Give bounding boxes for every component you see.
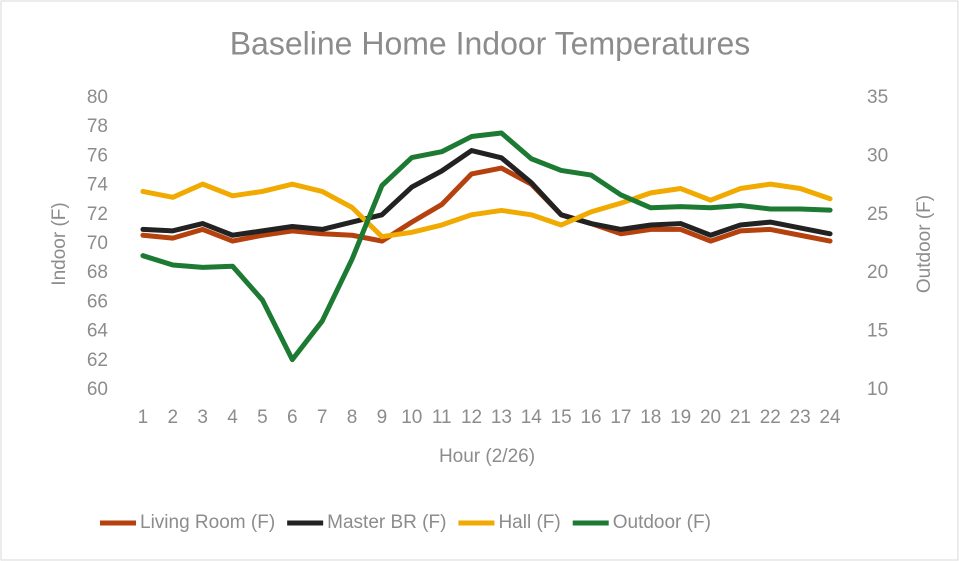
x-tick-label: 21 [730, 407, 751, 428]
y-tick-label: 74 [87, 175, 109, 196]
x-tick-label: 1 [138, 407, 149, 428]
x-tick-label: 22 [760, 407, 781, 428]
y2-axis-title: Outdoor (F) [914, 195, 935, 293]
series-line [140, 165, 833, 244]
legend-label: Living Room (F) [140, 512, 275, 533]
x-tick-label: 2 [168, 407, 179, 428]
x-tick-label: 13 [491, 407, 512, 428]
y-tick-label: 60 [87, 379, 108, 400]
legend-label: Hall (F) [498, 512, 560, 533]
x-tick-label: 4 [227, 407, 238, 428]
x-tick-label: 20 [700, 407, 721, 428]
y2-tick-label: 15 [867, 321, 888, 342]
y-tick-label: 78 [87, 116, 108, 137]
x-tick-label: 12 [461, 407, 482, 428]
y-axis-title: Indoor (F) [49, 202, 70, 285]
x-tick-label: 8 [347, 407, 358, 428]
x-axis-title: Hour (2/26) [439, 446, 535, 467]
x-tick-label: 5 [257, 407, 268, 428]
series-line [140, 181, 833, 240]
x-tick-label: 11 [432, 407, 452, 428]
series-line [140, 148, 833, 238]
x-tick-label: 6 [287, 407, 298, 428]
x-tick-label: 24 [819, 407, 841, 428]
y2-tick-label: 30 [867, 145, 888, 166]
y-tick-label: 68 [87, 262, 108, 283]
y-tick-label: 70 [87, 233, 108, 254]
x-tick-label: 7 [317, 407, 328, 428]
y-tick-label: 76 [87, 145, 108, 166]
x-tick-label: 15 [551, 407, 572, 428]
y2-tick-label: 25 [867, 204, 888, 225]
x-tick-label: 19 [670, 407, 691, 428]
x-tick-label: 17 [610, 407, 631, 428]
chart-title: Baseline Home Indoor Temperatures [230, 25, 751, 61]
y-tick-label: 72 [87, 204, 108, 225]
x-tick-label: 16 [580, 407, 601, 428]
x-tick-label: 9 [377, 407, 388, 428]
x-tick-label: 10 [401, 407, 422, 428]
y2-tick-label: 20 [867, 262, 888, 283]
legend-label: Master BR (F) [327, 512, 446, 533]
y-tick-label: 66 [87, 291, 108, 312]
y-tick-label: 64 [87, 321, 109, 342]
x-tick-label: 3 [197, 407, 208, 428]
x-tick-label: 23 [790, 407, 811, 428]
x-tick-label: 18 [640, 407, 661, 428]
y-tick-label: 80 [87, 87, 108, 108]
y2-tick-label: 35 [867, 87, 888, 108]
series-line [140, 130, 833, 363]
legend-label: Outdoor (F) [613, 512, 711, 533]
y2-tick-label: 10 [867, 379, 888, 400]
y-tick-label: 62 [87, 350, 108, 371]
x-tick-label: 14 [521, 407, 543, 428]
